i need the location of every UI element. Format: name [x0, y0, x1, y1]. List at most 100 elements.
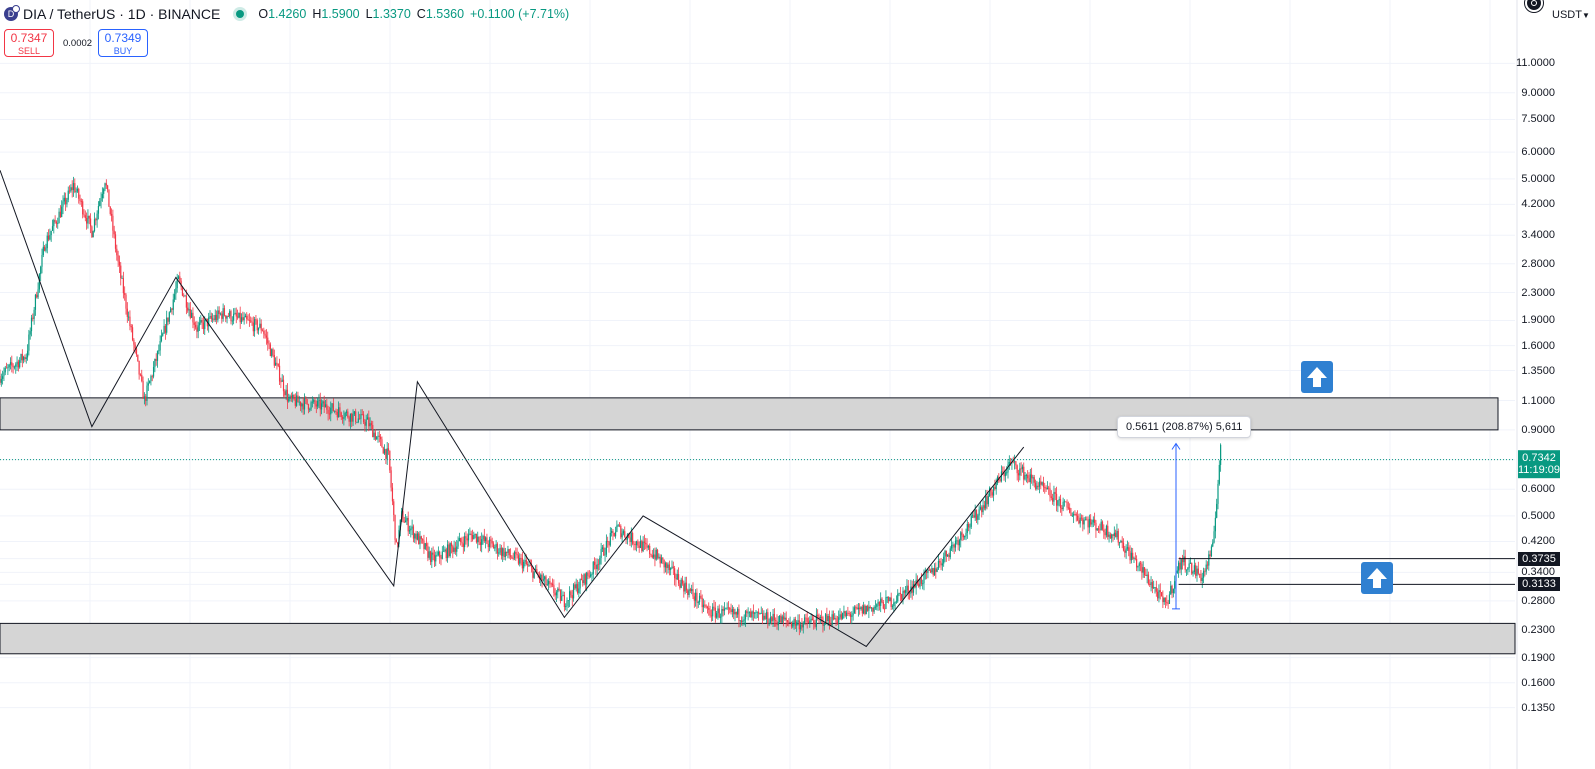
candle-body	[51, 226, 54, 231]
candle-body	[310, 402, 312, 410]
candle-body	[251, 321, 253, 323]
candle-body	[654, 554, 656, 560]
candle-body	[32, 317, 34, 319]
candle-body	[1164, 597, 1167, 602]
candle-body	[410, 528, 412, 531]
candle-body	[181, 286, 184, 296]
ohlc-low: L1.3370	[365, 7, 411, 21]
candle-body	[21, 353, 23, 361]
candle-body	[369, 423, 371, 427]
candle-body	[418, 533, 420, 545]
candle-body	[38, 274, 40, 290]
sell-button[interactable]: 0.7347 SELL	[4, 29, 54, 57]
candle-body	[765, 612, 768, 619]
candle-body	[731, 609, 733, 613]
candle-body	[289, 395, 291, 399]
candle-body	[448, 544, 450, 557]
candle-body	[117, 255, 119, 262]
zone-rect	[0, 622, 1516, 655]
candle-body	[192, 312, 194, 323]
candle-body	[212, 318, 214, 320]
candle-body	[819, 616, 821, 619]
candle-body	[57, 223, 59, 225]
candle-body	[583, 574, 585, 584]
candle-body	[58, 211, 60, 224]
candle-body	[882, 602, 884, 609]
candle-body	[116, 248, 118, 256]
candle-body	[414, 533, 416, 539]
candle-body	[696, 592, 698, 603]
candle-body	[1185, 569, 1188, 571]
candle-body	[759, 613, 761, 614]
candle-body	[685, 582, 688, 591]
buy-button[interactable]: 0.7349 BUY	[98, 29, 148, 57]
candle-body	[407, 517, 409, 532]
candle-body	[1055, 493, 1058, 506]
candle-body	[880, 598, 882, 606]
candle-body	[548, 581, 550, 585]
candle-body	[231, 320, 233, 322]
candle-body	[944, 550, 946, 557]
candle-body	[1075, 514, 1077, 516]
candle-body	[1151, 582, 1153, 589]
candle-body	[922, 583, 924, 585]
candle-body	[243, 317, 245, 321]
candle-body	[554, 592, 556, 596]
dia-coin-icon: D	[4, 5, 20, 21]
currency-select[interactable]: USDT ▼	[1549, 6, 1590, 24]
chevron-down-icon: ▼	[1581, 10, 1590, 20]
candle-body	[126, 308, 128, 317]
candle-body	[857, 607, 859, 610]
candle-body	[920, 578, 922, 584]
candle-body	[1070, 512, 1072, 517]
candle-body	[705, 605, 707, 607]
candle-body	[840, 614, 842, 619]
candle-body	[789, 622, 791, 623]
candle-body	[897, 593, 899, 602]
candle-body	[667, 564, 669, 568]
measure-label: 0.5611 (208.87%) 5,611	[1117, 416, 1252, 438]
up-arrow-icon[interactable]	[1301, 361, 1333, 393]
candle-body	[1184, 556, 1186, 570]
candle-body	[404, 520, 407, 523]
candle-body	[605, 541, 607, 555]
candle-body	[204, 319, 206, 330]
candle-body	[1045, 487, 1047, 490]
candle-body	[210, 315, 212, 320]
ohlc-legend: O1.4260 H1.5900 L1.3370 C1.5360 +0.1100 …	[258, 7, 569, 21]
candle-body	[814, 623, 816, 627]
candle-body	[107, 185, 109, 190]
candle-body	[952, 544, 954, 546]
candle-body	[800, 624, 802, 630]
candle-body	[24, 356, 26, 360]
candle-body	[432, 552, 434, 555]
candle-body	[1112, 534, 1114, 536]
candle-body	[775, 620, 777, 622]
candle-body	[618, 525, 621, 527]
candle-body	[1016, 465, 1018, 474]
up-arrow-icon[interactable]	[1361, 562, 1393, 594]
candle-body	[1199, 573, 1201, 575]
candle-body	[599, 557, 601, 565]
candle-body	[191, 312, 193, 318]
buy-price: 0.7349	[104, 31, 142, 45]
candle-body	[815, 614, 817, 627]
candle-body	[374, 432, 376, 440]
chart-settings-icon[interactable]	[1525, 0, 1543, 12]
candle-body	[691, 589, 693, 591]
symbol-title[interactable]: DIA / TetherUS · 1D · BINANCE	[23, 6, 221, 22]
candle-body	[1012, 461, 1014, 463]
candle-body	[1171, 585, 1173, 594]
candle-body	[336, 411, 338, 418]
candle-body	[773, 613, 775, 621]
candle-body	[954, 540, 957, 548]
y-tick-label: 1.6000	[1521, 339, 1555, 352]
candle-body	[809, 620, 811, 624]
candle-body	[399, 519, 401, 530]
candle-body	[811, 618, 814, 621]
candle-body	[42, 246, 44, 256]
candle-body	[1111, 534, 1113, 539]
candle-body	[20, 353, 22, 361]
candle-body	[983, 505, 985, 509]
